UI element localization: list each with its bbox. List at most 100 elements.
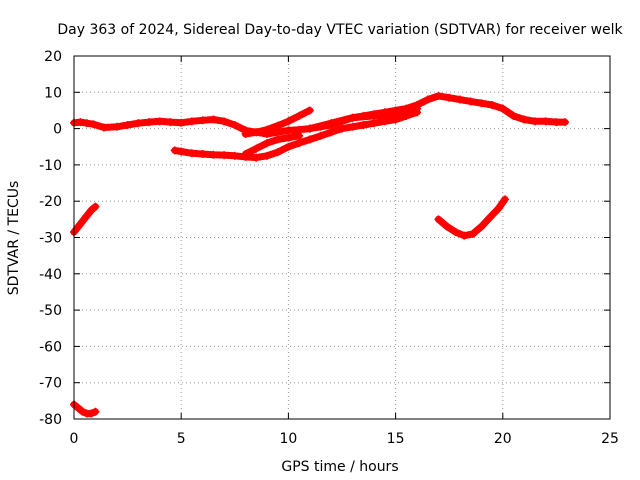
data-point xyxy=(82,119,91,128)
data-point xyxy=(485,213,494,222)
data-point xyxy=(177,147,186,156)
x-tick-label: 10 xyxy=(279,431,297,447)
data-point xyxy=(500,195,509,204)
data-point xyxy=(91,407,100,416)
data-point xyxy=(123,120,132,129)
y-tick-label: 20 xyxy=(44,49,62,65)
data-series xyxy=(70,91,569,418)
data-point xyxy=(541,117,550,126)
data-point xyxy=(252,144,261,153)
data-point xyxy=(220,151,229,160)
data-point xyxy=(262,139,271,148)
data-point xyxy=(327,119,336,128)
data-point xyxy=(445,93,454,102)
data-point xyxy=(209,115,218,124)
data-point xyxy=(198,150,207,159)
data-point xyxy=(284,142,293,151)
data-point xyxy=(380,117,389,126)
y-tick-label: -80 xyxy=(39,412,62,428)
data-point xyxy=(370,119,379,128)
data-point xyxy=(241,130,250,139)
data-point xyxy=(155,117,164,126)
data-point xyxy=(305,124,314,133)
data-point xyxy=(100,123,109,132)
data-point xyxy=(509,111,518,120)
grid-lines xyxy=(74,56,610,419)
series-band xyxy=(306,105,421,133)
y-tick-label: -10 xyxy=(39,158,62,174)
data-point xyxy=(494,204,503,213)
y-tick-label: -20 xyxy=(39,194,62,210)
x-tick-label: 20 xyxy=(494,431,512,447)
data-point xyxy=(560,118,569,127)
y-tick-label: -40 xyxy=(39,267,62,283)
data-point xyxy=(552,118,561,127)
y-tick-label: -60 xyxy=(39,339,62,355)
data-point xyxy=(402,111,411,120)
series-arc-right xyxy=(434,195,509,240)
data-point xyxy=(348,113,357,122)
data-point xyxy=(76,118,85,127)
data-point xyxy=(451,228,460,237)
data-point xyxy=(78,407,87,416)
data-point xyxy=(170,146,179,155)
data-point xyxy=(241,150,250,159)
data-point xyxy=(488,101,497,110)
data-point xyxy=(262,151,271,160)
data-point xyxy=(273,135,282,144)
data-point xyxy=(305,106,314,115)
data-point xyxy=(434,215,443,224)
data-point xyxy=(327,128,336,137)
data-point xyxy=(305,135,314,144)
y-tick-label: -30 xyxy=(39,231,62,247)
data-point xyxy=(112,122,121,131)
data-point xyxy=(166,118,175,127)
data-point xyxy=(74,222,83,231)
data-point xyxy=(78,217,87,226)
data-point xyxy=(359,120,368,129)
data-point xyxy=(498,104,507,113)
series-lower-main xyxy=(170,108,422,162)
data-point xyxy=(348,122,357,131)
data-point xyxy=(91,202,100,211)
data-point xyxy=(520,115,529,124)
y-tick-label: 0 xyxy=(53,122,62,138)
y-axis-label: SDTVAR / TECUs xyxy=(6,181,22,296)
data-point xyxy=(477,99,486,108)
data-point xyxy=(273,148,282,157)
data-point xyxy=(74,404,83,413)
data-point xyxy=(284,133,293,142)
data-point xyxy=(443,222,452,231)
data-point xyxy=(468,229,477,238)
data-point xyxy=(316,131,325,140)
data-point xyxy=(252,128,261,137)
data-point xyxy=(423,95,432,104)
data-point xyxy=(177,118,186,127)
data-point xyxy=(187,117,196,126)
y-tick-label: -70 xyxy=(39,376,62,392)
data-point xyxy=(413,108,422,117)
data-point xyxy=(295,139,304,148)
data-point xyxy=(134,119,143,128)
data-point xyxy=(220,117,229,126)
data-point xyxy=(262,125,271,134)
data-point xyxy=(187,149,196,158)
data-point xyxy=(252,153,261,162)
series-arc-left xyxy=(70,202,100,237)
axis-ticks: 0 5 10 15 20 25 20 10 0 -10 -20 -30 -40 -50 -60 -70 -80 xyxy=(39,49,619,447)
data-point xyxy=(338,124,346,133)
data-point xyxy=(284,117,293,126)
x-tick-label: 15 xyxy=(387,431,405,447)
data-point xyxy=(87,409,96,418)
data-point xyxy=(295,111,304,120)
data-point xyxy=(466,97,475,106)
x-tick-label: 5 xyxy=(177,431,186,447)
data-point xyxy=(460,231,469,240)
data-point xyxy=(82,211,91,220)
data-point xyxy=(198,116,207,125)
series-arc-bottom-left xyxy=(70,400,100,418)
x-tick-label: 25 xyxy=(601,431,619,447)
x-tick-label: 0 xyxy=(70,431,79,447)
y-tick-label: -50 xyxy=(39,303,62,319)
series-band xyxy=(435,195,509,240)
